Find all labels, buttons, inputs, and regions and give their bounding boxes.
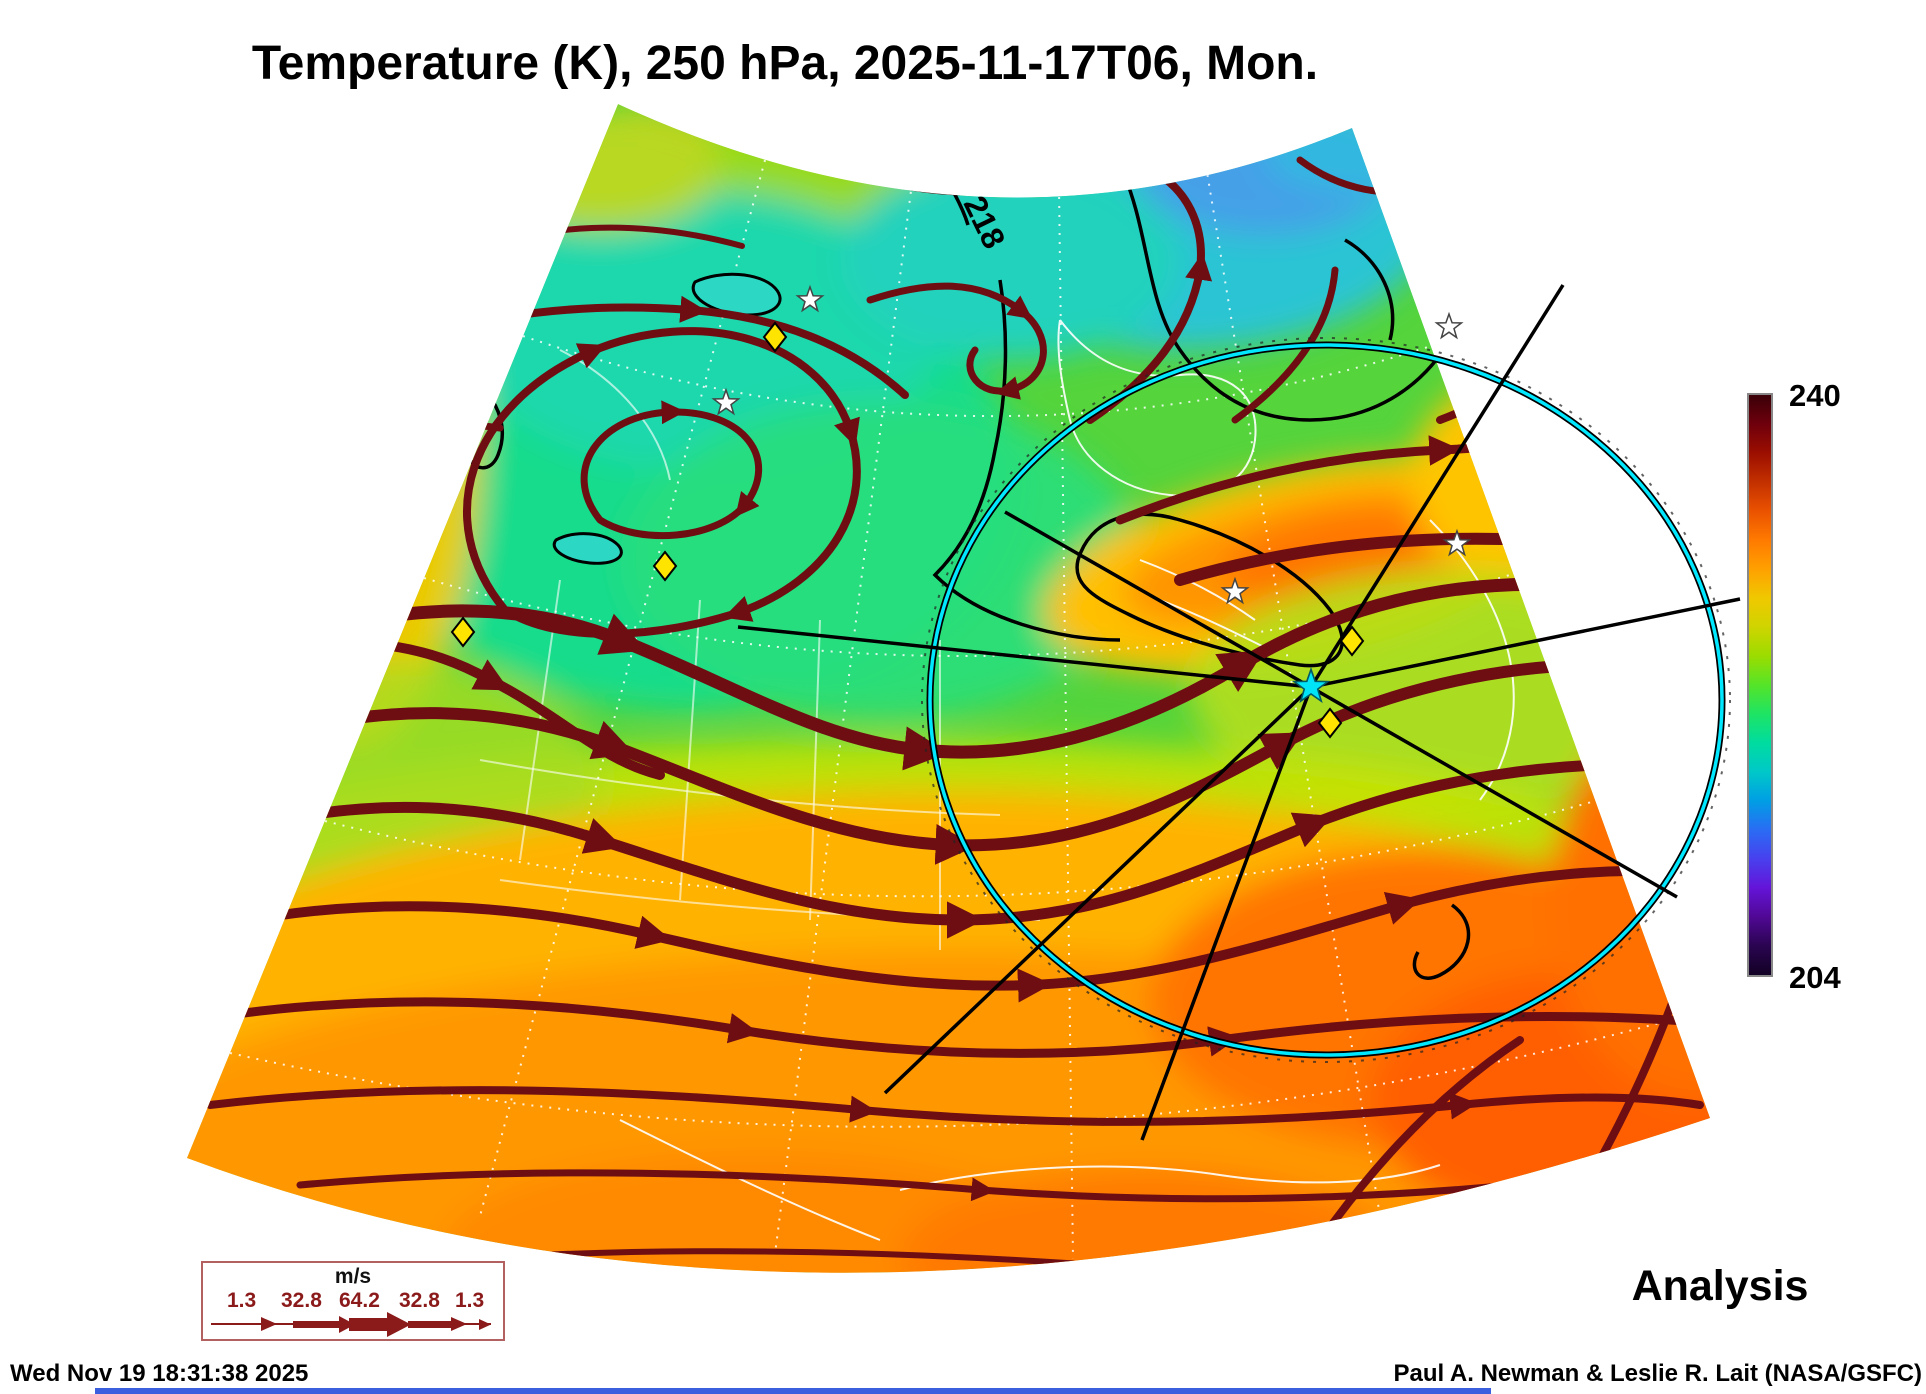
temperature-field (187, 104, 1710, 1273)
wind-unit-label: m/s (334, 1265, 372, 1288)
wind-speed-value: 32.8 (399, 1289, 440, 1312)
generation-timestamp: Wed Nov 19 18:31:38 2025 (10, 1360, 309, 1387)
observation-star-marker (1435, 313, 1463, 339)
wind-arrow-scale (211, 1312, 491, 1337)
wind-speed-value: 1.3 (227, 1289, 257, 1312)
wind-speed-value: 64.2 (339, 1289, 380, 1312)
outer-dotted-ring (921, 337, 1731, 1063)
colorbar-gradient (1747, 393, 1773, 977)
author-credit: Paul A. Newman & Leslie R. Lait (NASA/GS… (1393, 1360, 1922, 1387)
analysis-mode-label: Analysis (1631, 1262, 1809, 1310)
colorbar-min-label: 204 (1789, 960, 1841, 995)
plot-title: Temperature (K), 250 hPa, 2025-11-17T06,… (251, 37, 1319, 90)
wind-speed-legend: m/s 1.3 32.8 64.2 32.8 1.3 (201, 1261, 505, 1341)
range-ring (928, 343, 1724, 1057)
range-ring-overlay (737, 284, 1741, 1141)
bottom-blue-strip (95, 1388, 1491, 1394)
wind-speed-value: 1.3 (455, 1289, 485, 1312)
sight-lines (737, 284, 1741, 1141)
wind-speed-value: 32.8 (281, 1289, 322, 1312)
colorbar-max-label: 240 (1789, 378, 1841, 413)
